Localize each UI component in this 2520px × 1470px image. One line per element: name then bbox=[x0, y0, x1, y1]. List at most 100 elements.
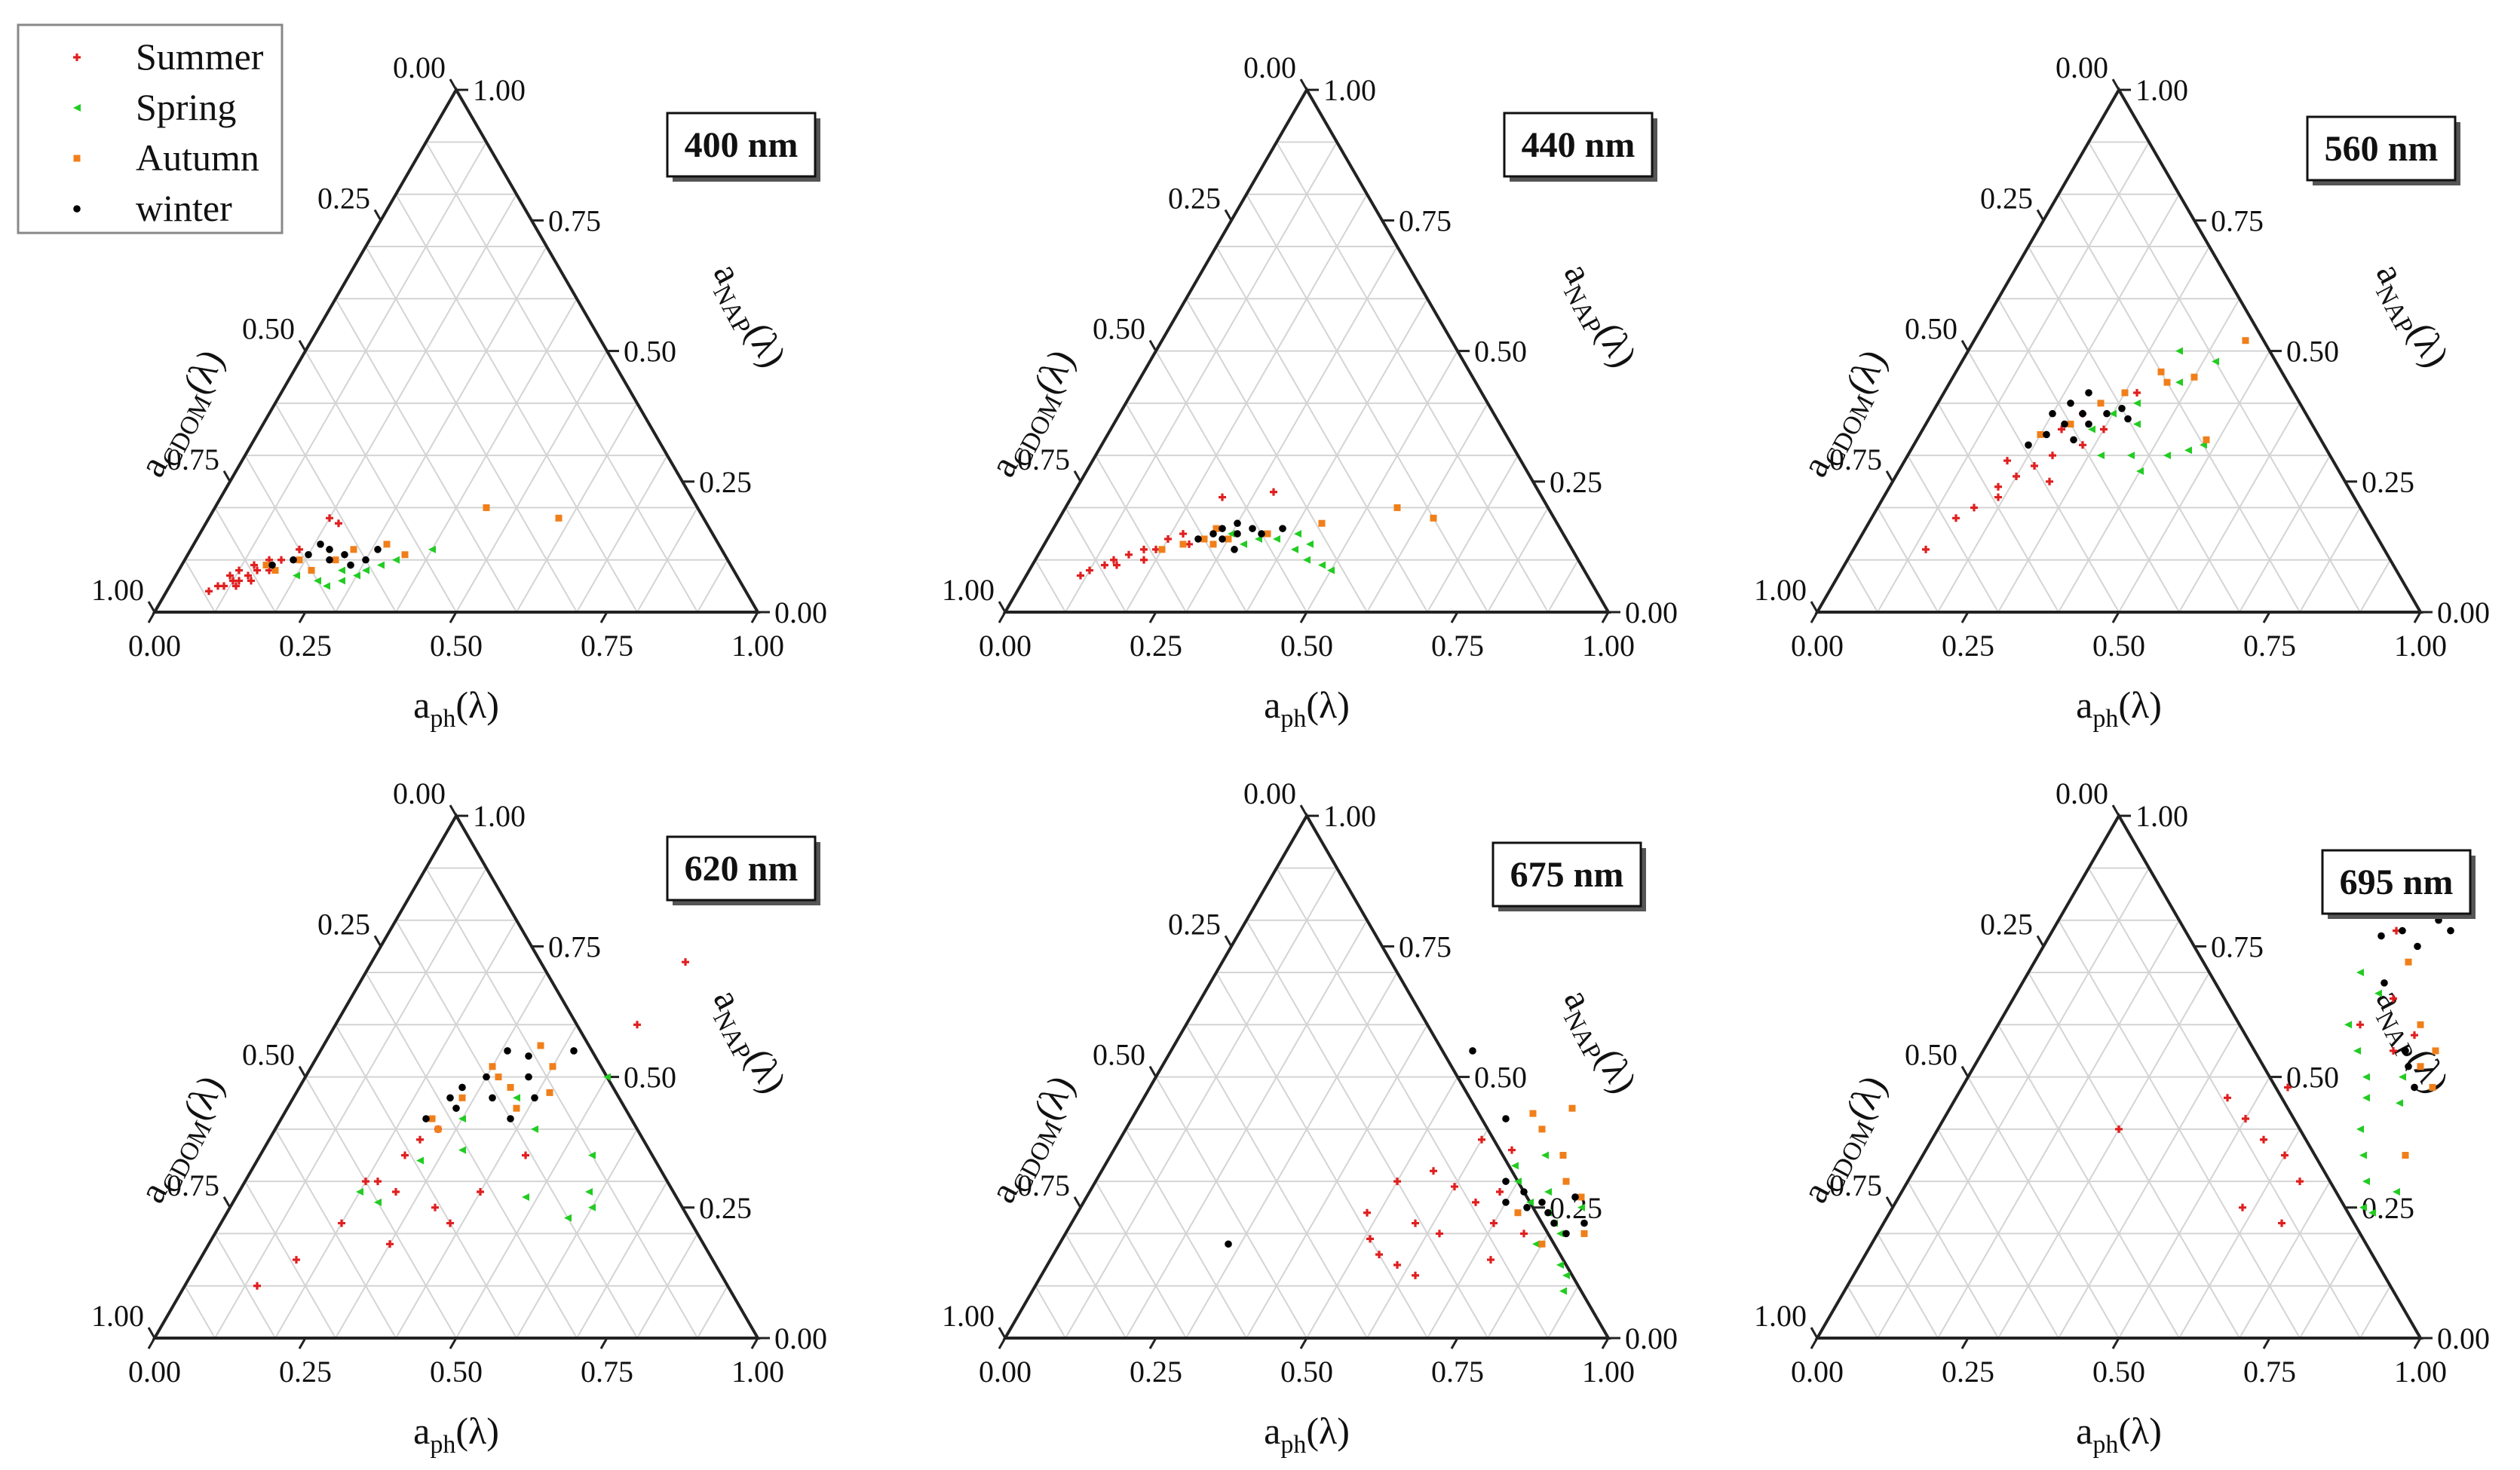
grid-line bbox=[2239, 455, 2331, 613]
legend-marker bbox=[73, 155, 81, 162]
grid-line bbox=[184, 559, 216, 613]
data-point bbox=[1472, 1198, 1479, 1206]
data-point bbox=[1502, 1178, 1510, 1185]
axis-title-anap: aNAP(λ) bbox=[700, 982, 796, 1103]
axis-title-aph: aph(λ) bbox=[1264, 1410, 1350, 1459]
series-autumn bbox=[1514, 1104, 1588, 1248]
data-point bbox=[431, 1203, 439, 1211]
right-tick-label: 0.50 bbox=[1474, 335, 1527, 369]
left-tick bbox=[2111, 78, 2120, 90]
series-autumn bbox=[2037, 337, 2249, 443]
data-point bbox=[205, 587, 213, 596]
data-point bbox=[1568, 1104, 1576, 1112]
data-point bbox=[2049, 452, 2056, 460]
data-point bbox=[296, 556, 303, 564]
data-point bbox=[1556, 1230, 1564, 1238]
data-point bbox=[2362, 1178, 2370, 1186]
data-point bbox=[2175, 347, 2183, 355]
data-point bbox=[2079, 409, 2086, 418]
grid-line bbox=[1907, 1181, 1999, 1339]
data-point bbox=[1219, 525, 1226, 532]
data-point bbox=[2447, 926, 2454, 935]
data-point bbox=[2088, 425, 2095, 433]
bottom-tick-label: 0.25 bbox=[1942, 1355, 1994, 1389]
ternary-panel-2: 0.00 0.00 0.00 0.25 0.25 0.25 0.50 0.50 0.50 0.75… bbox=[1754, 51, 2490, 733]
wavelength-label: 400 nm bbox=[685, 125, 799, 165]
series-spring bbox=[293, 545, 436, 590]
data-point bbox=[277, 556, 285, 564]
grid-line bbox=[1155, 351, 1308, 613]
bottom-tick-label: 0.50 bbox=[430, 629, 483, 663]
bottom-tick bbox=[298, 611, 307, 623]
bottom-tick bbox=[1148, 1337, 1157, 1349]
grid-line bbox=[1276, 141, 1549, 613]
grid-line bbox=[1907, 455, 1999, 613]
axis-title-anap: aNAP(λ) bbox=[2362, 256, 2458, 377]
axis-title-acdom: aCDOM(λ) bbox=[130, 342, 238, 486]
data-point bbox=[2359, 1151, 2367, 1159]
data-point bbox=[401, 1151, 409, 1159]
data-point bbox=[1249, 525, 1256, 532]
data-point bbox=[226, 571, 234, 580]
data-point bbox=[2067, 400, 2074, 407]
data-point bbox=[489, 1094, 496, 1102]
data-point bbox=[1231, 546, 1238, 553]
left-tick-label: 0.25 bbox=[1980, 907, 2033, 941]
wavelength-label: 560 nm bbox=[2325, 129, 2439, 169]
bottom-tick-label: 0.00 bbox=[979, 1355, 1032, 1389]
grid-line bbox=[2088, 867, 2361, 1339]
data-point bbox=[353, 571, 360, 580]
data-point bbox=[2356, 969, 2364, 977]
data-point bbox=[549, 1063, 556, 1070]
left-tick-label: 0.50 bbox=[242, 1038, 295, 1072]
data-point bbox=[335, 519, 342, 528]
right-tick-label: 0.50 bbox=[1474, 1061, 1527, 1095]
data-point bbox=[2359, 1203, 2367, 1211]
data-point bbox=[452, 1104, 460, 1112]
right-tick-label: 1.00 bbox=[2135, 73, 2188, 107]
data-point bbox=[2224, 1094, 2231, 1102]
bottom-tick bbox=[1601, 1337, 1610, 1349]
data-point bbox=[1234, 519, 1241, 528]
data-point bbox=[2399, 926, 2406, 935]
data-point bbox=[1529, 1110, 1537, 1117]
data-point bbox=[220, 582, 228, 590]
data-point bbox=[2133, 389, 2141, 397]
grid-line bbox=[305, 1076, 457, 1339]
right-tick-label: 0.50 bbox=[624, 1061, 676, 1095]
bottom-tick bbox=[1810, 611, 1819, 623]
right-tick-label: 0.50 bbox=[2286, 335, 2339, 369]
left-tick bbox=[1299, 78, 1308, 90]
data-point bbox=[296, 545, 303, 553]
left-tick-label: 0.50 bbox=[1093, 1038, 1145, 1072]
axis-title-anap: aNAP(λ) bbox=[2362, 982, 2458, 1103]
data-point bbox=[531, 1125, 538, 1133]
data-point bbox=[495, 1073, 502, 1081]
data-point bbox=[1318, 561, 1326, 569]
bottom-tick bbox=[998, 1337, 1007, 1349]
data-point bbox=[2133, 399, 2141, 407]
grid-line bbox=[1246, 920, 1488, 1339]
data-point bbox=[1451, 1183, 1458, 1191]
bottom-tick bbox=[2262, 1337, 2271, 1349]
bottom-tick-label: 1.00 bbox=[1582, 629, 1635, 663]
left-tick-label: 0.50 bbox=[242, 312, 295, 346]
data-point bbox=[2085, 389, 2092, 397]
grid-line bbox=[214, 507, 276, 613]
series-spring bbox=[2344, 969, 2406, 1217]
data-point bbox=[1279, 525, 1286, 532]
bottom-tick-label: 0.25 bbox=[1130, 629, 1182, 663]
grid-line bbox=[395, 920, 638, 1339]
grid-line bbox=[1065, 507, 1127, 613]
axis-title-acdom: aCDOM(λ) bbox=[130, 1068, 238, 1212]
data-point bbox=[2411, 1083, 2418, 1092]
data-point bbox=[1101, 561, 1108, 569]
bottom-tick-label: 0.25 bbox=[279, 1355, 332, 1389]
data-point bbox=[1164, 535, 1172, 544]
data-point bbox=[1487, 1256, 1495, 1264]
grid-line bbox=[1967, 1076, 2120, 1339]
data-point bbox=[2362, 1073, 2370, 1081]
left-tick-label: 0.50 bbox=[1905, 312, 1957, 346]
legend-entry-autumn: Autumn bbox=[73, 136, 259, 179]
bottom-tick bbox=[298, 1337, 307, 1349]
